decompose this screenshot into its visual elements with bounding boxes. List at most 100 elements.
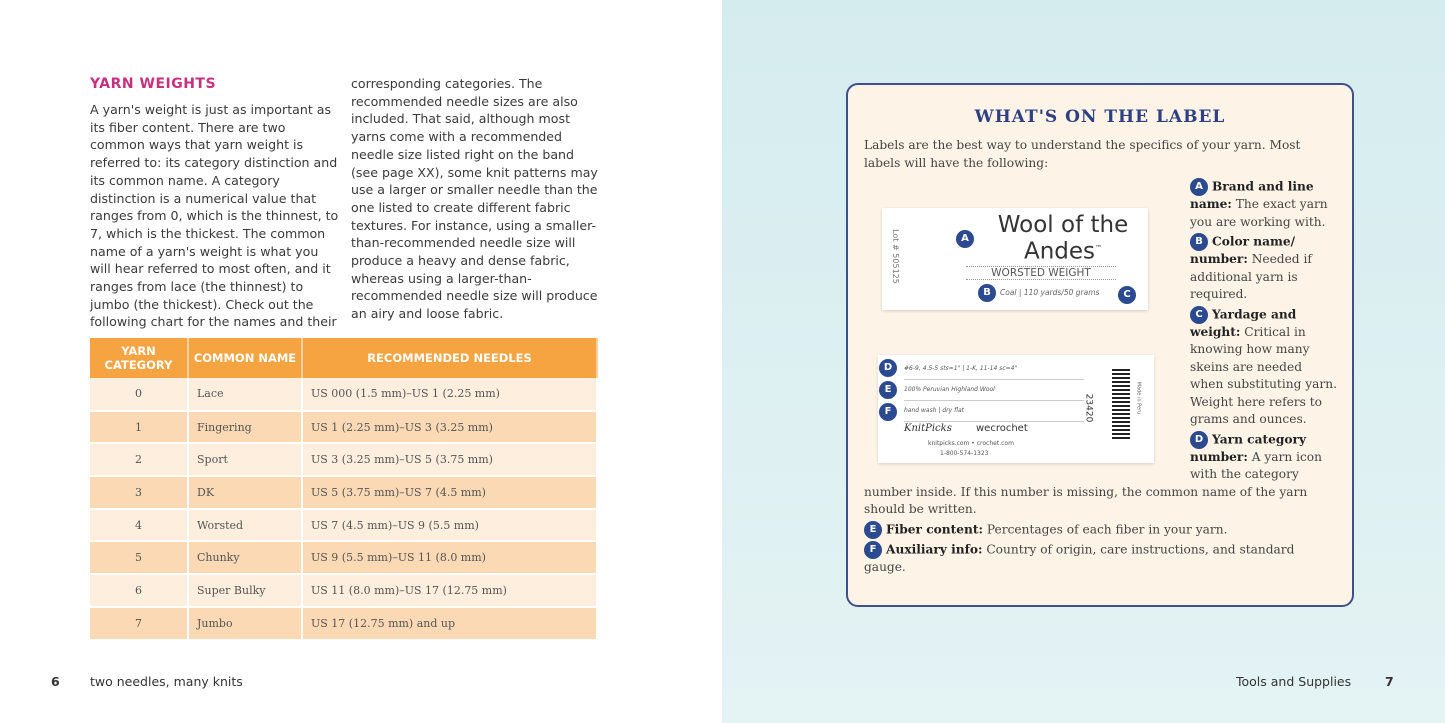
website: knitpicks.com • crochet.com: [928, 440, 1014, 447]
label-item-c: C Yardage and weight: Critical in knowing…: [864, 305, 1338, 429]
item-text: Critical in knowing how many skeins are …: [1190, 324, 1337, 427]
cell-name: DK: [188, 476, 303, 510]
cell-category: 4: [90, 508, 189, 543]
cell-category: 2: [90, 443, 189, 478]
table-row: 4 Worsted US 7 (4.5 mm)–US 9 (5.5 mm): [90, 508, 598, 543]
item-term: Brand and line name:: [1190, 179, 1314, 212]
care-info: hand wash | dry flat: [904, 401, 1084, 422]
cell-needles: US 000 (1.5 mm)–US 1 (2.25 mm): [302, 378, 598, 412]
right-page: WHAT'S ON THE LABEL Labels are the best …: [722, 0, 1445, 723]
fiber-info: 100% Peruvian Highland Wool: [904, 380, 1084, 401]
label-item-b: B Color name/ number: Needed if additiona…: [864, 233, 1338, 304]
cell-name: Super Bulky: [188, 574, 303, 608]
cell-needles: US 11 (8.0 mm)–US 17 (12.75 mm): [302, 574, 598, 608]
cell-category: 1: [90, 410, 189, 445]
yarn-weight-table: YARN CATEGORY COMMON NAME RECOMMENDED NE…: [90, 338, 598, 641]
cell-name: Worsted: [188, 508, 303, 543]
badge-b-icon: B: [978, 284, 996, 302]
badge-icon: C: [1190, 305, 1208, 324]
body-text-column-1: A yarn's weight is just as important as …: [90, 102, 339, 330]
cell-category: 0: [90, 378, 189, 412]
phone: 1-800-574-1323: [940, 450, 989, 457]
cell-needles: US 5 (3.75 mm)–US 7 (4.5 mm): [302, 476, 598, 510]
badge-c-icon: C: [1118, 286, 1136, 304]
section-heading: YARN WEIGHTS: [90, 76, 217, 92]
item-term: Fiber content:: [886, 522, 984, 536]
cell-needles: US 7 (4.5 mm)–US 9 (5.5 mm): [302, 508, 598, 543]
cell-name: Sport: [188, 443, 303, 478]
left-page: YARN WEIGHTS A yarn's weight is just as …: [0, 0, 722, 723]
label-item-d: D Yarn category number: A yarn icon with …: [864, 430, 1338, 519]
cell-category: 3: [90, 476, 189, 510]
running-head-left: two needles, many knits: [90, 674, 243, 689]
barcode: [1112, 369, 1130, 439]
lot-number: Lot # 505125: [890, 229, 900, 284]
cell-needles: US 1 (2.25 mm)–US 3 (3.25 mm): [302, 410, 598, 445]
yardage: 110 yards/50 grams: [1023, 288, 1100, 297]
cell-category: 6: [90, 574, 189, 608]
wecrochet-logo: wecrochet: [976, 423, 1028, 434]
table-row: 0 Lace US 000 (1.5 mm)–US 1 (2.25 mm): [90, 378, 598, 412]
badge-e-icon: E: [879, 381, 897, 399]
box-intro: Labels are the best way to understand th…: [864, 138, 1301, 170]
label-item-a: A Brand and line name: The exact yarn you…: [864, 178, 1338, 231]
color-yardage-line: Coal | 110 yards/50 grams: [1000, 288, 1100, 297]
badge-icon: F: [864, 540, 882, 559]
box-content: Labels are the best way to understand th…: [864, 137, 1338, 576]
page-number-left: 6: [51, 674, 60, 689]
cell-name: Jumbo: [188, 606, 303, 641]
gauge-info: #6-9, 4.5-5 sts=1" | 1-K, 11-14 sc=4": [904, 359, 1084, 380]
table-row: 3 DK US 5 (3.75 mm)–US 7 (4.5 mm): [90, 476, 598, 510]
item-text: A yarn icon with the category number ins…: [864, 449, 1322, 517]
badge-icon: E: [864, 520, 882, 539]
item-term: Color name/ number:: [1190, 234, 1296, 267]
badge-icon: B: [1190, 233, 1208, 251]
box-heading: WHAT'S ON THE LABEL: [974, 107, 1226, 127]
item-term: Auxiliary info:: [886, 542, 983, 556]
cell-name: Chunky: [188, 541, 303, 576]
table-row: 7 Jumbo US 17 (12.75 mm) and up: [90, 606, 598, 641]
badge-d-icon: D: [879, 359, 897, 377]
body-text-column-2: corresponding categories. The recommende…: [351, 76, 598, 322]
badge-a-icon: A: [956, 230, 974, 248]
label-item-f: F Auxiliary info: Country of origin, care…: [864, 540, 1338, 577]
knitpicks-logo: KnitPicks: [904, 423, 952, 434]
page-number-right: 7: [1385, 674, 1394, 689]
cell-name: Fingering: [188, 410, 303, 445]
item-text: The exact yarn you are working with.: [1190, 197, 1328, 229]
label-back-image: #6-9, 4.5-5 sts=1" | 1-K, 11-14 sc=4" 10…: [878, 355, 1154, 463]
item-text: Needed if additional yarn is required.: [1190, 252, 1312, 301]
table-row: 2 Sport US 3 (3.25 mm)–US 5 (3.75 mm): [90, 443, 598, 478]
brand-name: Wool of the Andes™: [978, 214, 1148, 264]
header-common-name: COMMON NAME: [188, 338, 303, 378]
badge-icon: A: [1190, 178, 1208, 196]
table-row: 1 Fingering US 1 (2.25 mm)–US 3 (3.25 mm): [90, 410, 598, 445]
item-text: Country of origin, care instructions, an…: [864, 542, 1295, 574]
cell-name: Lace: [188, 378, 303, 412]
item-term: Yardage and weight:: [1190, 307, 1297, 339]
product-code: 23420: [1083, 393, 1094, 423]
running-head-right: Tools and Supplies: [1236, 674, 1352, 689]
origin: Made in Peru: [1135, 381, 1142, 415]
label-front-image: Lot # 505125 Wool of the Andes™ WORSTED …: [882, 208, 1148, 310]
label-items: A Brand and line name: The exact yarn you…: [864, 178, 1338, 576]
brand-text: Wool of the Andes: [997, 212, 1129, 265]
item-text: Percentages of each fiber in your yarn.: [986, 522, 1228, 536]
item-term: Yarn category number:: [1190, 432, 1307, 464]
header-yarn-category: YARN CATEGORY: [90, 338, 189, 378]
cell-needles: US 9 (5.5 mm)–US 11 (8.0 mm): [302, 541, 598, 576]
cell-needles: US 3 (3.25 mm)–US 5 (3.75 mm): [302, 443, 598, 478]
label-item-e: E Fiber content: Percentages of each fibe…: [864, 520, 1338, 539]
weight-name: WORSTED WEIGHT: [966, 266, 1116, 280]
header-recommended-needles: RECOMMENDED NEEDLES: [302, 338, 598, 378]
badge-icon: D: [1190, 430, 1208, 449]
trademark: ™: [1095, 244, 1103, 252]
color-name: Coal: [1000, 288, 1017, 297]
badge-f-icon: F: [879, 403, 897, 421]
cell-category: 7: [90, 606, 189, 641]
cell-category: 5: [90, 541, 189, 576]
label-info-box: WHAT'S ON THE LABEL Labels are the best …: [846, 83, 1354, 607]
table-row: 5 Chunky US 9 (5.5 mm)–US 11 (8.0 mm): [90, 541, 598, 576]
table-row: 6 Super Bulky US 11 (8.0 mm)–US 17 (12.75 …: [90, 574, 598, 608]
cell-needles: US 17 (12.75 mm) and up: [302, 606, 598, 641]
